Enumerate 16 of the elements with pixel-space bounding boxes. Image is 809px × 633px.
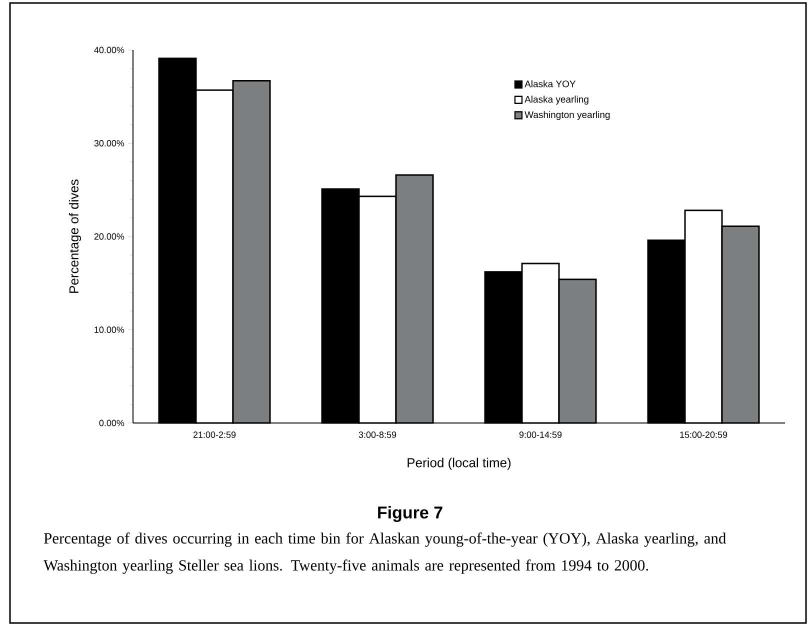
text: Figure 7 xyxy=(378,506,442,522)
y-tick-label: 20.00% xyxy=(94,233,124,240)
x-axis-title: Period (local time) xyxy=(408,458,511,470)
x-tick-label: 3:00-8:59 xyxy=(358,432,396,438)
x-tick-label: 9:00-14:59 xyxy=(519,432,562,438)
legend-label: Alaska yearling xyxy=(524,96,588,105)
x-tick-label: 15:00-20:59 xyxy=(680,432,728,438)
legend-label: Alaska YOY xyxy=(524,80,576,88)
y-tick-label: 0.00% xyxy=(99,420,124,426)
x-tick-label: 21:00-2:59 xyxy=(193,432,236,438)
text: Percentage of dives occurring in each time bin for Alaskan young-of-the-year (YOY), Alaska yearling, and Washington yearling Steller sea lions. Twenty-five animals are represented from 1994 to 2000. xyxy=(44,532,726,574)
y-tick-label: 10.00% xyxy=(94,326,124,333)
y-tick-label: 30.00% xyxy=(94,140,124,146)
y-axis-title: Percentage of dives xyxy=(68,180,82,293)
legend-label: Washington yearling xyxy=(524,111,610,120)
y-tick-label: 40.00% xyxy=(94,46,124,54)
